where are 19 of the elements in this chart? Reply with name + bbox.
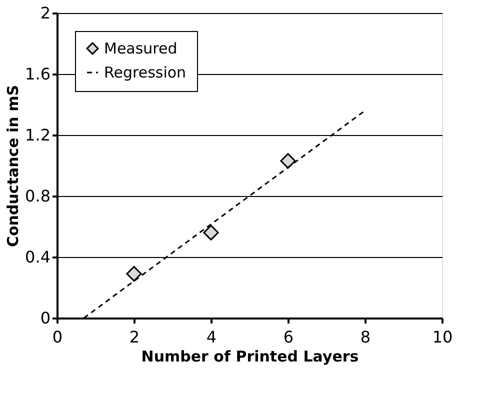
x-tick-label: 0 — [52, 328, 63, 346]
y-tick-label: 0 — [40, 308, 50, 328]
x-tick-label: 4 — [206, 328, 217, 346]
y-tick-label: 0.8 — [25, 186, 50, 206]
x-tick-label: 8 — [360, 328, 371, 346]
point — [126, 266, 142, 282]
legend-label: Measured — [104, 40, 178, 58]
y-tick-label: 0.4 — [25, 248, 50, 266]
y-tick-label: 1.6 — [25, 64, 50, 84]
x-tick-label: 10 — [432, 328, 453, 346]
legend-label: Regression — [104, 64, 186, 82]
x-tick-label: 2 — [129, 328, 140, 346]
point — [280, 153, 296, 169]
y-axis-title: Conductance in mS — [4, 84, 22, 248]
point — [203, 224, 219, 240]
x-tick-label: 6 — [283, 328, 294, 346]
x-axis-title: Number of Printed Layers — [141, 348, 359, 366]
y-tick-label: 1.2 — [25, 126, 50, 144]
y-tick-label: 2 — [40, 4, 50, 22]
